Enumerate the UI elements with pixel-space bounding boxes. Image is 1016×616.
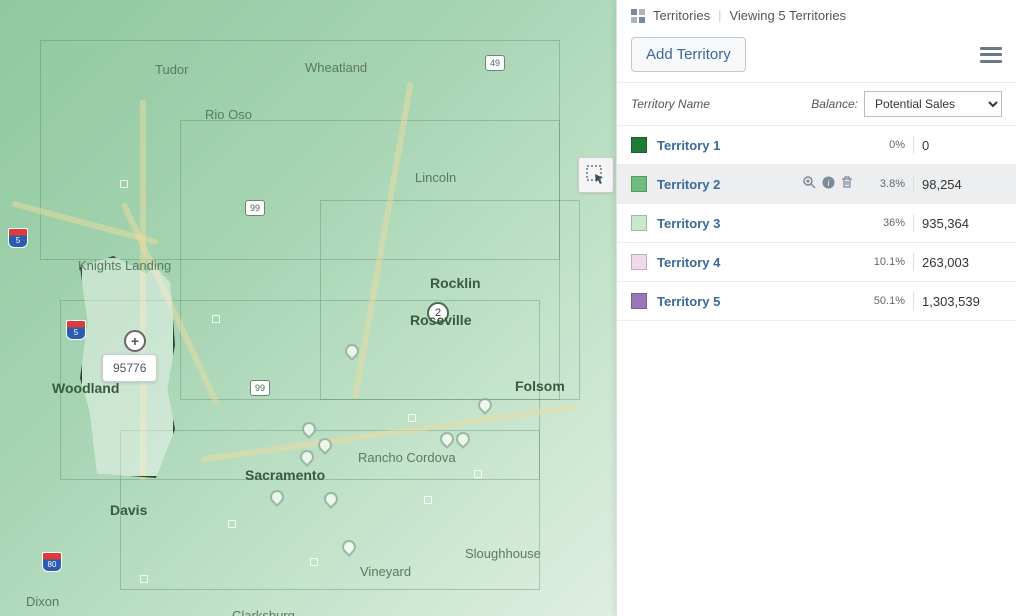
territory-name[interactable]: Territory 4 [657, 255, 859, 270]
territory-count-marker[interactable]: 2 [427, 302, 449, 324]
map-waypoint [140, 575, 148, 583]
panel-title: Territories [653, 8, 710, 23]
territory-row[interactable]: Territory 550.1% 1,303,539 [617, 282, 1016, 321]
balance-metric-select[interactable]: Potential Sales [864, 91, 1002, 117]
territory-value: 263,003 [922, 255, 1002, 270]
territories-icon [631, 9, 645, 23]
territory-percent: 10.1% [859, 256, 905, 268]
territory-row[interactable]: Territory 336% 935,364 [617, 204, 1016, 243]
map-waypoint [120, 180, 128, 188]
divider [913, 253, 914, 271]
add-region-button[interactable]: + [124, 330, 146, 352]
map-waypoint [474, 470, 482, 478]
territory-name[interactable]: Territory 5 [657, 294, 859, 309]
highway-shield: 99 [245, 200, 265, 216]
panel-header: Territories | Viewing 5 Territories [617, 0, 1016, 31]
info-icon[interactable]: i [822, 176, 835, 192]
territories-panel: Territories | Viewing 5 Territories Add … [616, 0, 1016, 616]
lasso-select-icon [585, 164, 607, 186]
map-waypoint [310, 558, 318, 566]
territory-percent: 0% [859, 139, 905, 151]
divider [913, 175, 914, 193]
column-headers: Territory Name Balance: Potential Sales [617, 82, 1016, 126]
territory-list: Territory 10%0Territory 2i3.8%98,254Terr… [617, 126, 1016, 321]
delete-icon[interactable] [841, 176, 853, 192]
divider [913, 292, 914, 310]
territory-row[interactable]: Territory 410.1% 263,003 [617, 243, 1016, 282]
marker-label: 2 [435, 307, 441, 319]
territory-percent: 3.8% [859, 178, 905, 190]
app-root: + 95776 2 TudorWheatlandRio OsoLincolnRo… [0, 0, 1016, 616]
territory-value: 935,364 [922, 216, 1002, 231]
territory-percent: 50.1% [859, 295, 905, 307]
separator: | [718, 8, 721, 23]
zoom-icon[interactable] [803, 176, 816, 192]
lasso-select-tool[interactable] [578, 157, 614, 193]
color-swatch[interactable] [631, 176, 647, 192]
territory-value: 1,303,539 [922, 294, 1002, 309]
territory-name[interactable]: Territory 3 [657, 216, 859, 231]
city-label: Dixon [26, 594, 59, 609]
interstate-shield: 5 [8, 228, 28, 248]
add-territory-button[interactable]: Add Territory [631, 37, 746, 72]
map-waypoint [228, 520, 236, 528]
panel-toolbar: Add Territory [617, 31, 1016, 82]
city-label: Clarksburg [232, 608, 295, 616]
map-waypoint [408, 414, 416, 422]
highway-shield: 99 [250, 380, 270, 396]
zip-tooltip: 95776 [102, 354, 157, 382]
map-waypoint [212, 315, 220, 323]
row-actions: i [803, 176, 853, 192]
territory-value: 0 [922, 138, 1002, 153]
highway-shield: 49 [485, 55, 505, 71]
territory-row[interactable]: Territory 2 i 3.8% 98,254 [617, 165, 1016, 204]
territory-row[interactable]: Territory 10% 0 [617, 126, 1016, 165]
interstate-shield: 5 [66, 320, 86, 340]
color-swatch[interactable] [631, 215, 647, 231]
interstate-shield: 80 [42, 552, 62, 572]
divider [913, 214, 914, 232]
color-swatch[interactable] [631, 137, 647, 153]
territory-percent: 36% [859, 217, 905, 229]
territory-name[interactable]: Territory 1 [657, 138, 859, 153]
name-column-header: Territory Name [631, 97, 811, 111]
panel-subtitle: Viewing 5 Territories [729, 8, 846, 23]
color-swatch[interactable] [631, 254, 647, 270]
territory-name[interactable]: Territory 2 [657, 177, 803, 192]
territory-value: 98,254 [922, 177, 1002, 192]
map-waypoint [424, 496, 432, 504]
divider [913, 136, 914, 154]
color-swatch[interactable] [631, 293, 647, 309]
balance-label: Balance: [811, 97, 858, 111]
panel-menu-button[interactable] [980, 47, 1002, 63]
map-region-border [120, 430, 540, 590]
